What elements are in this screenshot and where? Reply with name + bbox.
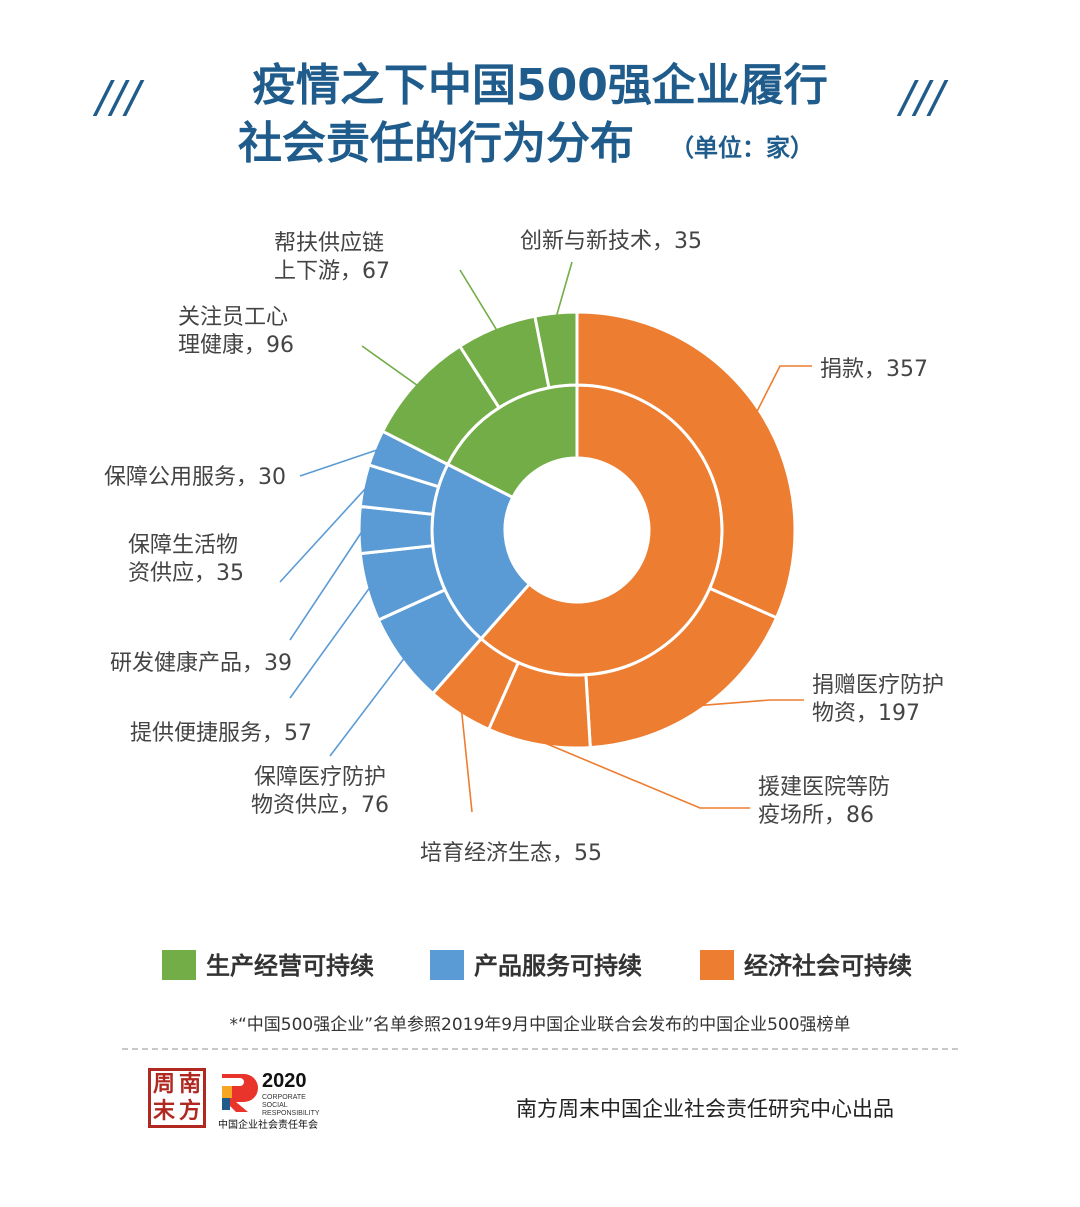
csr-line: CORPORATE xyxy=(262,1094,306,1101)
leader-line xyxy=(555,261,573,318)
leader-lines xyxy=(279,261,812,813)
slice-label-line: 上下游，67 xyxy=(274,259,390,284)
slice-label-line: 物资供应，76 xyxy=(251,793,389,818)
slice-label-line: 资供应，35 xyxy=(128,561,244,586)
slice-label-line: 提供便捷服务，57 xyxy=(130,721,312,746)
slice-label: 援建医院等防疫场所，86 xyxy=(758,775,890,828)
slash-decor-left: /// xyxy=(92,72,145,123)
slice-label: 捐款，357 xyxy=(820,357,928,382)
outer-ring xyxy=(357,310,797,750)
leader-line xyxy=(538,739,750,809)
leader-line xyxy=(699,699,804,707)
leader-line xyxy=(459,269,499,332)
slice-label-line: 捐赠医疗防护 xyxy=(812,673,944,698)
leader-line xyxy=(279,485,369,583)
leader-line xyxy=(361,345,419,387)
slice-label-line: 援建医院等防 xyxy=(758,775,890,800)
slice-label-line: 研发健康产品，39 xyxy=(110,651,292,676)
legend-swatch xyxy=(430,950,464,980)
slice-label-line: 培育经济生态，55 xyxy=(420,841,602,866)
csr-mark-icon xyxy=(222,1074,258,1112)
seal-char: 南 xyxy=(178,1071,201,1097)
slice-label: 培育经济生态，55 xyxy=(420,841,602,866)
legend-label: 经济社会可持续 xyxy=(744,952,912,980)
slice-label: 保障医疗防护物资供应，76 xyxy=(251,765,389,818)
producer-credit: 南方周末中国企业社会责任研究中心出品 xyxy=(516,1097,894,1121)
legend-label: 产品服务可持续 xyxy=(474,952,642,980)
dashed-divider xyxy=(122,1048,958,1050)
leader-line xyxy=(755,365,812,414)
seal-char: 末 xyxy=(152,1098,175,1124)
legend-swatch xyxy=(162,950,196,980)
outer-slice xyxy=(575,310,797,620)
slice-label: 创新与新技术，35 xyxy=(520,229,702,254)
outer-slice xyxy=(533,310,579,390)
slice-label-line: 理健康，96 xyxy=(178,333,294,358)
slice-label-line: 物资，197 xyxy=(812,701,920,726)
csr-chinese-name: 中国企业社会责任年会 xyxy=(218,1120,318,1131)
title-line-2: 社会责任的行为分布 xyxy=(238,118,634,169)
footnote: *“中国500强企业”名单参照2019年9月中国企业联合会发布的中国企业500强… xyxy=(229,1015,851,1035)
slice-label-line: 关注员工心 xyxy=(178,305,288,330)
slice-label: 捐赠医疗防护物资，197 xyxy=(812,673,944,726)
seal-char: 周 xyxy=(152,1071,175,1097)
csr-2020-logo: 2020 CORPORATE SOCIAL RESPONSIBILITY 中国企… xyxy=(218,1070,338,1131)
slice-label-line: 保障公用服务，30 xyxy=(104,465,286,490)
csr-year: 2020 xyxy=(262,1070,307,1092)
legend-swatch xyxy=(700,950,734,980)
legend-label: 生产经营可持续 xyxy=(206,952,374,980)
slice-label-line: 保障医疗防护 xyxy=(254,765,386,790)
unit-label: （单位：家） xyxy=(670,134,814,162)
leader-line xyxy=(329,656,406,757)
slice-label: 研发健康产品，39 xyxy=(110,651,292,676)
southern-weekly-seal-logo: 周 南 末 方 xyxy=(148,1068,206,1128)
leader-line xyxy=(289,585,372,699)
decorative-slashes: /// /// xyxy=(92,72,949,123)
title-line-1: 疫情之下中国500强企业履行 xyxy=(252,60,828,111)
slice-label: 帮扶供应链上下游，67 xyxy=(274,231,390,284)
slice-label-line: 帮扶供应链 xyxy=(274,231,384,256)
slice-labels: 捐款，357 捐赠医疗防护物资，197 援建医院等防疫场所，86 培育经济生态，55 保… xyxy=(104,229,944,866)
chart-title: 疫情之下中国500强企业履行 社会责任的行为分布 （单位：家） xyxy=(238,60,828,169)
csr-line: RESPONSIBILITY xyxy=(262,1110,320,1117)
slice-label-line: 创新与新技术，35 xyxy=(520,229,702,254)
leader-line xyxy=(289,529,364,641)
leader-line xyxy=(460,710,473,813)
leader-line xyxy=(299,448,380,477)
slice-label-line: 捐款，357 xyxy=(820,357,928,382)
seal-char: 方 xyxy=(178,1098,201,1124)
slash-decor-right: /// xyxy=(896,72,949,123)
slice-label-line: 疫场所，86 xyxy=(758,803,874,828)
csr-line: SOCIAL xyxy=(262,1102,288,1109)
slice-label: 提供便捷服务，57 xyxy=(130,721,312,746)
slice-label: 关注员工心理健康，96 xyxy=(178,305,294,358)
slice-label: 保障公用服务，30 xyxy=(104,465,286,490)
slice-label-line: 保障生活物 xyxy=(128,533,238,558)
slice-label: 保障生活物资供应，35 xyxy=(128,533,244,586)
legend: 生产经营可持续 产品服务可持续 经济社会可持续 xyxy=(162,950,912,980)
